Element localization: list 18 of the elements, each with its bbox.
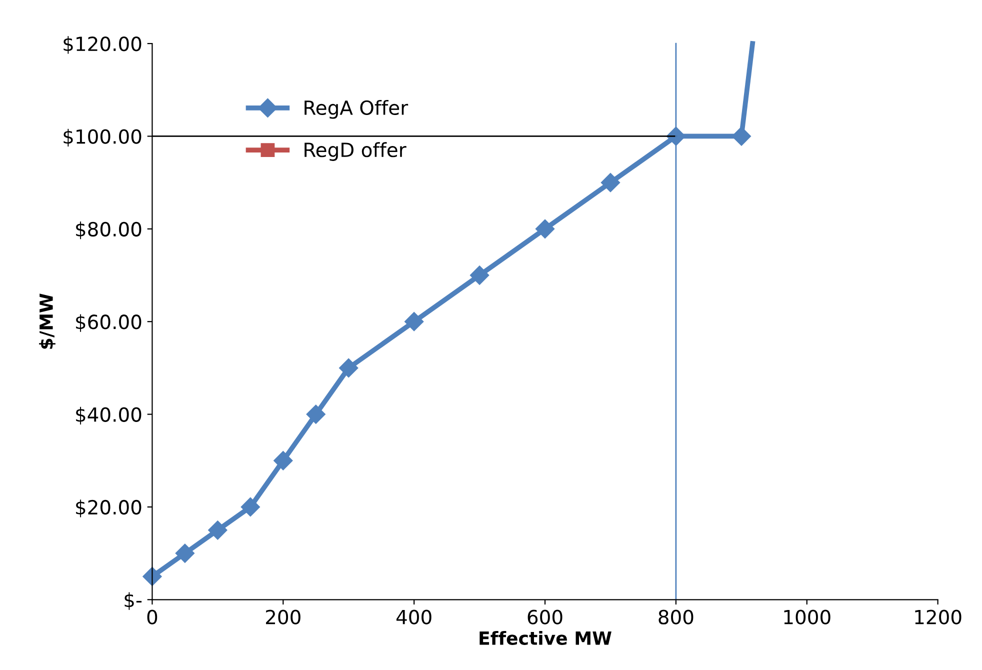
- x-axis-title: Effective MW: [480, 630, 612, 645]
- y-tick-label: $80.00: [76, 222, 142, 240]
- x-tick-label: 600: [528, 610, 562, 624]
- x-tick-label: 200: [266, 610, 300, 624]
- y-tick-label: $-: [124, 592, 142, 610]
- y-tick-label: $20.00: [76, 500, 142, 518]
- y-tick-label: $120.00: [64, 36, 142, 54]
- x-tick-label: 400: [396, 610, 432, 624]
- y-tick-label: $60.00: [76, 314, 142, 332]
- y-tick-label: $100.00: [64, 128, 142, 146]
- x-tick-label: 800: [658, 610, 694, 624]
- y-tick-label: $40.00: [76, 406, 142, 425]
- x-tick-label: 0: [147, 610, 158, 624]
- x-tick-label: 1200: [915, 610, 962, 624]
- y-axis-title: $/MW: [39, 294, 56, 349]
- x-tick-label: 1000: [784, 610, 830, 624]
- legend-label: RegD offer: [304, 142, 406, 161]
- legend-label: RegA Offer: [304, 100, 408, 119]
